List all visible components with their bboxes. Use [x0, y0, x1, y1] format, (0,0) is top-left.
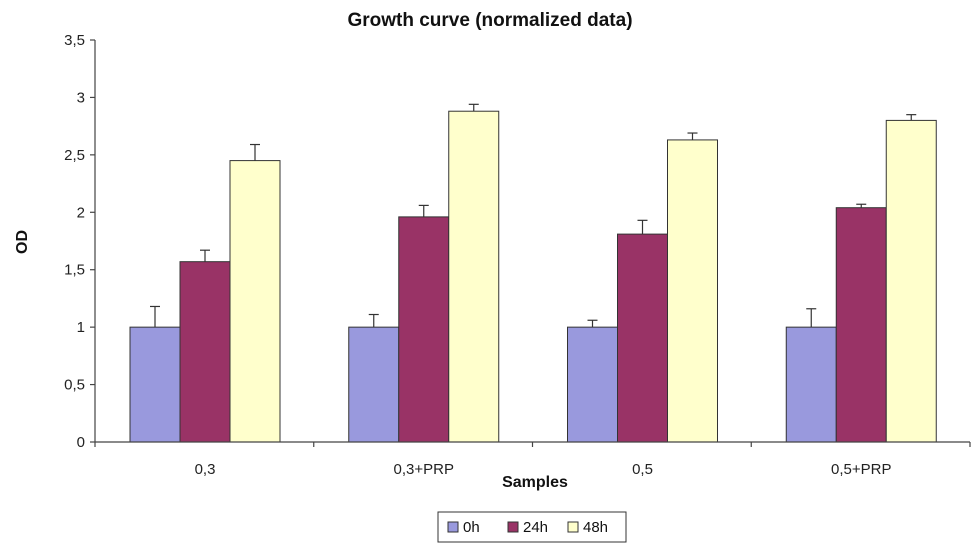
- bar-0h-0,5+PRP: [785, 326, 837, 443]
- legend-label-48h: 48h: [583, 519, 608, 536]
- bar-0h-0,3+PRP: [348, 326, 400, 443]
- bar-24h-0,3: [179, 261, 231, 443]
- legend-swatch-24h: [507, 521, 519, 533]
- legend-label-24h: 24h: [523, 519, 548, 536]
- bar-0h-0,3: [129, 326, 181, 443]
- y-tick-label: 2: [77, 204, 85, 221]
- bar-48h-0,3: [229, 160, 281, 443]
- bar-48h-0,3+PRP: [448, 110, 500, 443]
- y-axis-ticks: 0 0,5 1 1,5 2 2,5 3 3,5: [64, 32, 95, 451]
- chart-title: Growth curve (normalized data): [347, 10, 632, 31]
- y-tick-label: 3: [77, 89, 85, 106]
- x-tick-label: 0,5+PRP: [831, 461, 891, 478]
- error-bars: [150, 103, 917, 328]
- y-tick-label: 2,5: [64, 147, 85, 164]
- y-tick-label: 0: [77, 434, 85, 451]
- bar-series: [129, 110, 937, 443]
- x-tick-label: 0,5: [632, 461, 653, 478]
- legend-label-0h: 0h: [463, 519, 480, 536]
- y-axis-title: OD: [14, 230, 31, 254]
- y-tick-label: 0,5: [64, 377, 85, 394]
- legend-box: [437, 511, 627, 543]
- bar-48h-0,5+PRP: [885, 119, 937, 443]
- x-axis-ticks: 0,3 0,3+PRP 0,5 0,5+PRP: [94, 442, 971, 478]
- chart-axes: [94, 40, 970, 443]
- x-tick-label: 0,3+PRP: [394, 461, 454, 478]
- bar-24h-0,3+PRP: [398, 216, 450, 443]
- bar-24h-0,5+PRP: [835, 207, 887, 443]
- bar-48h-0,5: [667, 139, 718, 443]
- x-tick-label: 0,3: [195, 461, 216, 478]
- bar-24h-0,5: [617, 233, 668, 443]
- y-tick-label: 1: [77, 319, 85, 336]
- y-tick-label: 3,5: [64, 32, 85, 49]
- y-tick-label: 1,5: [64, 262, 85, 279]
- bar-0h-0,5: [567, 326, 618, 443]
- x-axis-title: Samples: [502, 474, 568, 491]
- legend-swatch-0h: [447, 521, 459, 533]
- legend-swatch-48h: [567, 521, 579, 533]
- chart-legend: 0h 24h 48h: [437, 511, 627, 543]
